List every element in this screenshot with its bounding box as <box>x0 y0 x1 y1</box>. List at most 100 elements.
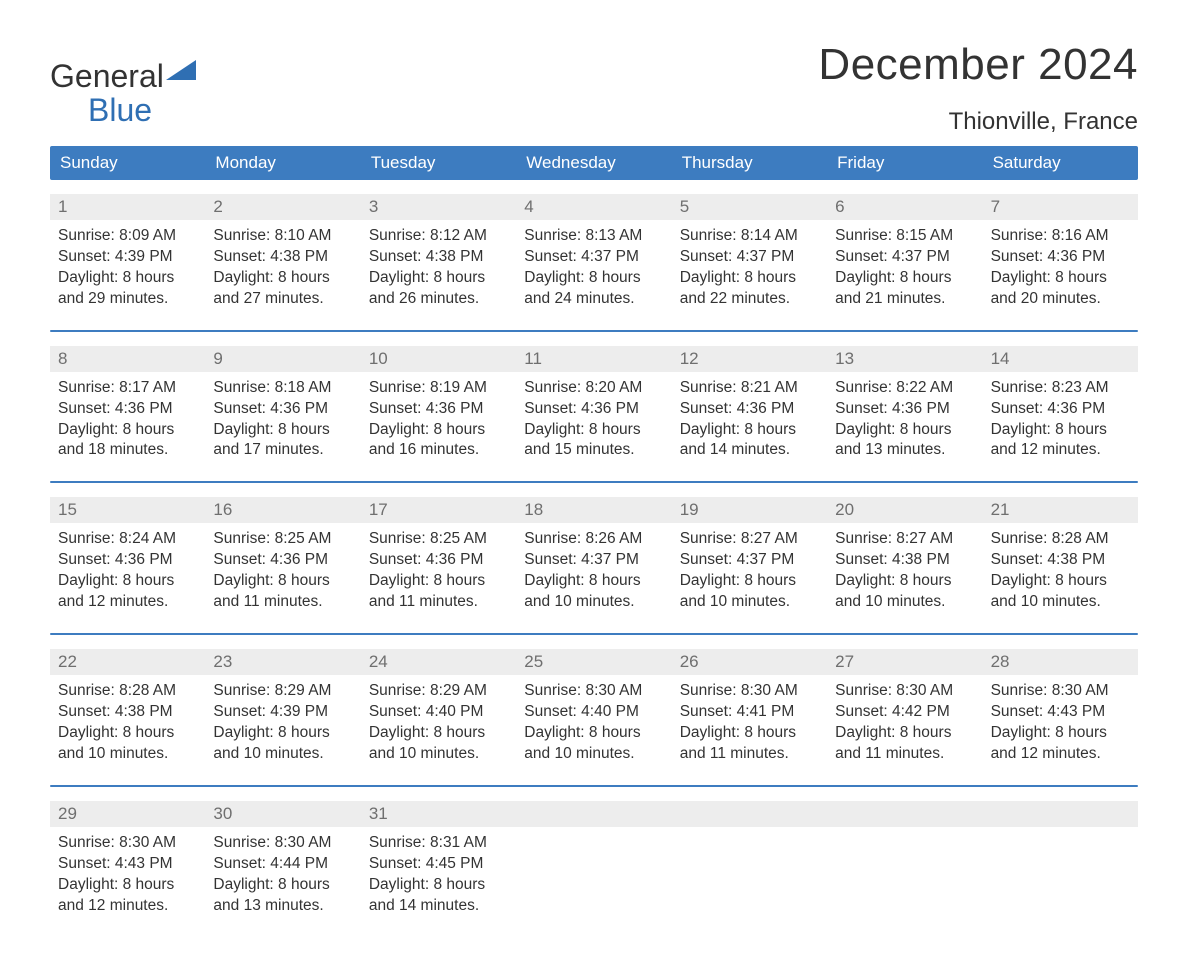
day-d1: Daylight: 8 hours <box>369 268 508 289</box>
day-sunrise: Sunrise: 8:21 AM <box>680 378 819 399</box>
day-d2: and 13 minutes. <box>213 896 352 917</box>
week-separator <box>50 330 1138 332</box>
day-d1: Daylight: 8 hours <box>369 875 508 896</box>
day-d1: Daylight: 8 hours <box>524 571 663 592</box>
day-d1: Daylight: 8 hours <box>58 723 197 744</box>
day-number: 8 <box>50 346 205 372</box>
day-cell: Sunrise: 8:29 AMSunset: 4:39 PMDaylight:… <box>205 679 360 767</box>
week-separator <box>50 481 1138 483</box>
daynum-row: 15161718192021 <box>50 497 1138 523</box>
day-sunset: Sunset: 4:40 PM <box>369 702 508 723</box>
day-d2: and 10 minutes. <box>213 744 352 765</box>
day-sunrise: Sunrise: 8:16 AM <box>991 226 1130 247</box>
day-number: 26 <box>672 649 827 675</box>
day-sunrise: Sunrise: 8:19 AM <box>369 378 508 399</box>
dow-row: Sunday Monday Tuesday Wednesday Thursday… <box>50 146 1138 180</box>
daynum-row: 1234567 <box>50 194 1138 220</box>
day-sunrise: Sunrise: 8:30 AM <box>680 681 819 702</box>
day-cell: Sunrise: 8:16 AMSunset: 4:36 PMDaylight:… <box>983 224 1138 312</box>
day-sunset: Sunset: 4:37 PM <box>835 247 974 268</box>
day-cell: Sunrise: 8:28 AMSunset: 4:38 PMDaylight:… <box>50 679 205 767</box>
day-d2: and 10 minutes. <box>680 592 819 613</box>
day-d1: Daylight: 8 hours <box>991 723 1130 744</box>
day-cell <box>983 831 1138 919</box>
day-sunrise: Sunrise: 8:30 AM <box>213 833 352 854</box>
day-d2: and 20 minutes. <box>991 289 1130 310</box>
day-d2: and 11 minutes. <box>369 592 508 613</box>
day-d2: and 29 minutes. <box>58 289 197 310</box>
day-d1: Daylight: 8 hours <box>369 723 508 744</box>
day-d2: and 21 minutes. <box>835 289 974 310</box>
day-number: 31 <box>361 801 516 827</box>
location: Thionville, France <box>818 108 1138 136</box>
day-sunrise: Sunrise: 8:30 AM <box>524 681 663 702</box>
day-cell: Sunrise: 8:25 AMSunset: 4:36 PMDaylight:… <box>361 527 516 615</box>
day-d2: and 14 minutes. <box>369 896 508 917</box>
day-d2: and 26 minutes. <box>369 289 508 310</box>
day-cell: Sunrise: 8:20 AMSunset: 4:36 PMDaylight:… <box>516 376 671 464</box>
daynum-row: 293031 <box>50 801 1138 827</box>
day-number <box>827 801 982 827</box>
day-cell: Sunrise: 8:19 AMSunset: 4:36 PMDaylight:… <box>361 376 516 464</box>
day-cell: Sunrise: 8:26 AMSunset: 4:37 PMDaylight:… <box>516 527 671 615</box>
day-sunset: Sunset: 4:36 PM <box>369 399 508 420</box>
day-sunset: Sunset: 4:40 PM <box>524 702 663 723</box>
day-sunrise: Sunrise: 8:12 AM <box>369 226 508 247</box>
day-number: 11 <box>516 346 671 372</box>
day-number: 9 <box>205 346 360 372</box>
logo-text: General Blue <box>50 60 196 127</box>
day-cell: Sunrise: 8:13 AMSunset: 4:37 PMDaylight:… <box>516 224 671 312</box>
flag-icon <box>166 60 196 80</box>
month-title: December 2024 <box>818 40 1138 90</box>
day-sunrise: Sunrise: 8:29 AM <box>369 681 508 702</box>
day-number <box>983 801 1138 827</box>
day-sunrise: Sunrise: 8:25 AM <box>369 529 508 550</box>
week-row: 293031Sunrise: 8:30 AMSunset: 4:43 PMDay… <box>50 801 1138 919</box>
dow-monday: Monday <box>205 146 360 180</box>
day-cell: Sunrise: 8:29 AMSunset: 4:40 PMDaylight:… <box>361 679 516 767</box>
day-d1: Daylight: 8 hours <box>58 571 197 592</box>
day-cell: Sunrise: 8:22 AMSunset: 4:36 PMDaylight:… <box>827 376 982 464</box>
day-number: 15 <box>50 497 205 523</box>
dow-tuesday: Tuesday <box>361 146 516 180</box>
day-number: 10 <box>361 346 516 372</box>
day-cell: Sunrise: 8:27 AMSunset: 4:38 PMDaylight:… <box>827 527 982 615</box>
day-sunset: Sunset: 4:44 PM <box>213 854 352 875</box>
day-d1: Daylight: 8 hours <box>835 268 974 289</box>
day-d1: Daylight: 8 hours <box>524 723 663 744</box>
day-d1: Daylight: 8 hours <box>835 571 974 592</box>
day-sunrise: Sunrise: 8:28 AM <box>991 529 1130 550</box>
day-d2: and 12 minutes. <box>991 440 1130 461</box>
day-number: 18 <box>516 497 671 523</box>
week-row: 891011121314Sunrise: 8:17 AMSunset: 4:36… <box>50 346 1138 464</box>
day-sunset: Sunset: 4:36 PM <box>369 550 508 571</box>
day-sunset: Sunset: 4:38 PM <box>213 247 352 268</box>
day-d1: Daylight: 8 hours <box>369 420 508 441</box>
day-sunset: Sunset: 4:37 PM <box>524 550 663 571</box>
day-sunset: Sunset: 4:36 PM <box>58 399 197 420</box>
day-d2: and 16 minutes. <box>369 440 508 461</box>
day-d2: and 11 minutes. <box>213 592 352 613</box>
day-number: 6 <box>827 194 982 220</box>
day-number: 4 <box>516 194 671 220</box>
day-number: 14 <box>983 346 1138 372</box>
day-cell: Sunrise: 8:30 AMSunset: 4:44 PMDaylight:… <box>205 831 360 919</box>
day-d2: and 10 minutes. <box>369 744 508 765</box>
day-d2: and 27 minutes. <box>213 289 352 310</box>
day-d2: and 12 minutes. <box>991 744 1130 765</box>
day-d1: Daylight: 8 hours <box>213 571 352 592</box>
day-number: 17 <box>361 497 516 523</box>
dow-friday: Friday <box>827 146 982 180</box>
day-d1: Daylight: 8 hours <box>213 723 352 744</box>
day-d1: Daylight: 8 hours <box>213 268 352 289</box>
day-cell <box>827 831 982 919</box>
day-number: 27 <box>827 649 982 675</box>
day-sunset: Sunset: 4:36 PM <box>680 399 819 420</box>
day-cell: Sunrise: 8:30 AMSunset: 4:40 PMDaylight:… <box>516 679 671 767</box>
day-number: 16 <box>205 497 360 523</box>
day-number: 5 <box>672 194 827 220</box>
day-cell: Sunrise: 8:30 AMSunset: 4:43 PMDaylight:… <box>983 679 1138 767</box>
day-cell: Sunrise: 8:10 AMSunset: 4:38 PMDaylight:… <box>205 224 360 312</box>
day-number: 25 <box>516 649 671 675</box>
day-cell: Sunrise: 8:12 AMSunset: 4:38 PMDaylight:… <box>361 224 516 312</box>
